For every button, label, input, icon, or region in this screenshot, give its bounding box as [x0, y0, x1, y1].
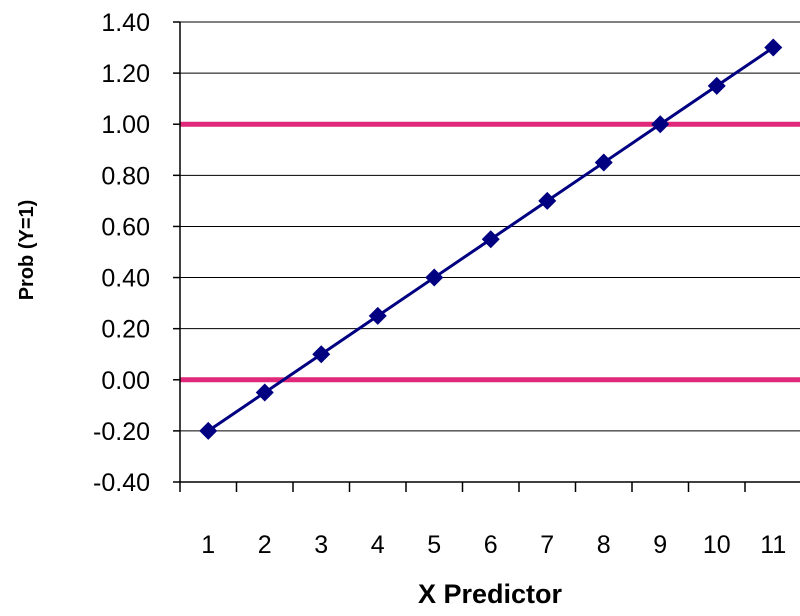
x-tick-label: 6	[484, 531, 498, 559]
data-point-marker	[707, 76, 726, 95]
y-tick-label: -0.40	[93, 469, 150, 497]
y-tick-label: 0.80	[101, 162, 150, 190]
y-axis-title: Prob (Y=1)	[16, 200, 38, 301]
x-tick-label: 5	[427, 531, 441, 559]
y-tick-label: 0.40	[101, 265, 150, 293]
x-tick-label: 10	[703, 531, 731, 559]
x-tick-label: 8	[597, 531, 611, 559]
x-tick-label: 2	[258, 531, 272, 559]
data-point-marker	[594, 153, 613, 172]
y-tick-labels: 1.40 1.20 1.00 0.80 0.60 0.40 0.20 0.00 -0.20 -0.…	[93, 9, 180, 497]
data-point-marker	[651, 115, 670, 134]
y-tick-label: 0.60	[101, 213, 150, 241]
y-tick-label: 1.00	[101, 111, 150, 139]
axes	[179, 22, 800, 483]
data-point-marker	[481, 230, 500, 249]
x-tick-label: 7	[540, 531, 554, 559]
data-point-marker	[368, 306, 387, 325]
series-group	[199, 38, 783, 440]
data-point-marker	[312, 345, 331, 364]
x-tick-label: 9	[653, 531, 667, 559]
x-axis-title: X Predictor	[418, 579, 563, 609]
y-tick-label: 1.20	[101, 60, 150, 88]
data-point-marker	[764, 38, 783, 57]
x-tick-label: 11	[760, 531, 786, 559]
y-tick-label: -0.20	[93, 418, 150, 446]
y-tick-label: 0.20	[101, 316, 150, 344]
x-tick-labels: 1 2 3 4 5 6 7 8 9 10 11	[179, 482, 786, 559]
x-tick-label: 3	[314, 531, 328, 559]
data-point-marker	[538, 191, 557, 210]
data-point-marker	[425, 268, 444, 287]
y-tick-label: 0.00	[101, 367, 150, 395]
y-tick-label: 1.40	[101, 9, 150, 37]
reference-lines	[180, 121, 800, 383]
data-point-marker	[199, 421, 218, 440]
x-tick-label: 4	[371, 531, 385, 559]
x-tick-label: 1	[201, 531, 215, 559]
data-point-marker	[255, 383, 274, 402]
gridlines	[180, 21, 800, 432]
